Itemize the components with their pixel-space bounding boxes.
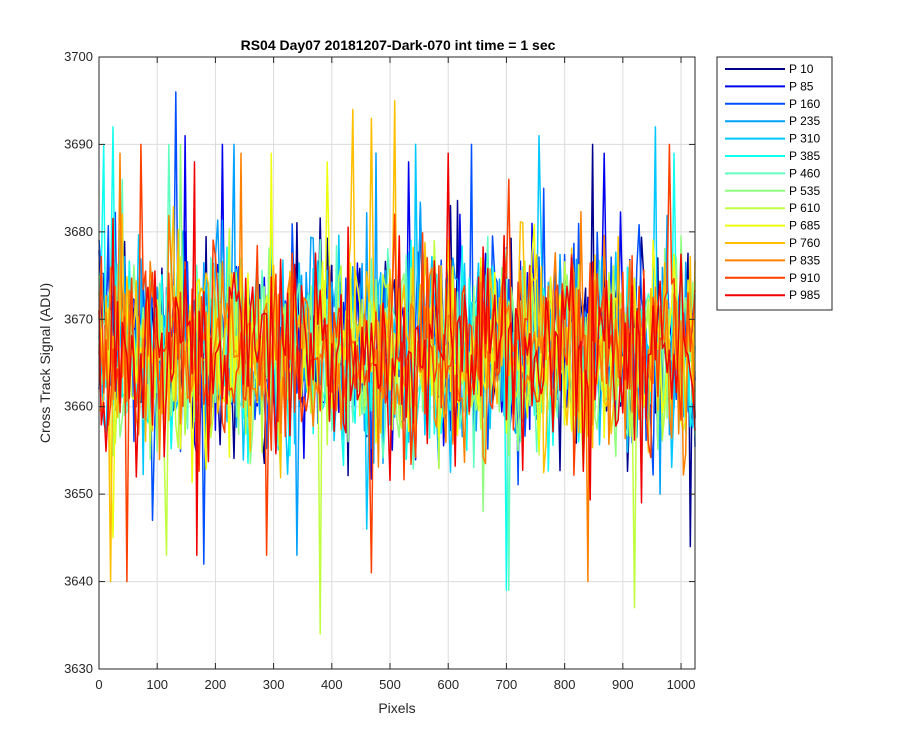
- y-tick-label: 3670: [64, 311, 93, 326]
- legend-items: P 10 P 85 P 160 P 235 P 310 P 385 P 460 P 535 P …: [725, 62, 820, 302]
- legend-label: P 535: [789, 184, 820, 198]
- x-tick-label: 500: [379, 677, 401, 692]
- y-tick-label: 3700: [64, 49, 93, 64]
- legend-label: P 760: [789, 236, 820, 250]
- series-line-p985: [98, 152, 696, 557]
- legend-label: P 310: [789, 132, 820, 146]
- x-tick-label: 1000: [667, 677, 696, 692]
- legend-label: P 460: [789, 166, 820, 180]
- legend-label: P 685: [789, 219, 820, 233]
- y-tick-label: 3690: [64, 136, 93, 151]
- y-tick-label: 3640: [64, 574, 93, 589]
- y-tick-label: 3660: [64, 399, 93, 414]
- x-tick-label: 100: [146, 677, 168, 692]
- legend-label: P 985: [789, 288, 820, 302]
- chart-title: RS04 Day07 20181207-Dark-070 int time = …: [241, 37, 556, 53]
- legend-label: P 235: [789, 114, 820, 128]
- y-tick-label: 3680: [64, 224, 93, 239]
- x-tick-label: 700: [496, 677, 518, 692]
- legend-label: P 160: [789, 97, 820, 111]
- x-axis-label: Pixels: [378, 700, 415, 716]
- y-tick-label: 3650: [64, 486, 93, 501]
- legend-label: P 610: [789, 201, 820, 215]
- x-tick-labels: 0 100 200 300 400 500 600 700 800 900 1000: [95, 677, 695, 692]
- legend-label: P 385: [789, 149, 820, 163]
- legend-box: [716, 56, 833, 311]
- x-tick-label: 900: [612, 677, 634, 692]
- legend[interactable]: P 10 P 85 P 160 P 235 P 310 P 385 P 460 P 535 P …: [716, 56, 833, 311]
- y-tick-labels: 3630 3640 3650 3660 3670 3680 3690 3700: [64, 49, 93, 676]
- x-tick-label: 600: [437, 677, 459, 692]
- series-lines: [98, 91, 696, 635]
- x-tick-label: 800: [554, 677, 576, 692]
- x-tick-label: 300: [263, 677, 285, 692]
- legend-label: P 10: [789, 62, 814, 76]
- plot-frame: [98, 56, 696, 670]
- axis-ticks: [98, 56, 695, 670]
- y-tick-label: 3630: [64, 661, 93, 676]
- legend-label: P 835: [789, 253, 820, 267]
- x-tick-label: 400: [321, 677, 343, 692]
- x-tick-label: 200: [205, 677, 227, 692]
- legend-label: P 85: [789, 79, 814, 93]
- plot-area: [98, 56, 696, 670]
- x-tick-label: 0: [95, 677, 102, 692]
- y-axis-label: Cross Track Signal (ADU): [37, 283, 53, 443]
- legend-label: P 910: [789, 271, 820, 285]
